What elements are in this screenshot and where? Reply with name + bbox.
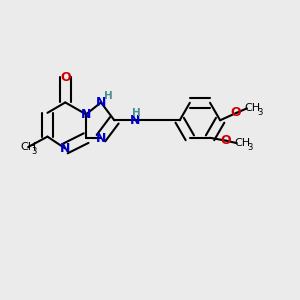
Text: N: N (81, 108, 91, 121)
Text: N: N (96, 132, 106, 145)
Text: H: H (104, 91, 113, 101)
Text: O: O (60, 71, 70, 84)
Text: 3: 3 (247, 143, 252, 152)
Text: N: N (130, 114, 140, 127)
Text: H: H (132, 108, 141, 118)
Text: 3: 3 (257, 108, 262, 117)
Text: O: O (220, 134, 231, 147)
Text: N: N (60, 142, 70, 155)
Text: 3: 3 (32, 147, 37, 156)
Text: CH: CH (20, 142, 36, 152)
Text: O: O (231, 106, 241, 119)
Text: CH: CH (235, 138, 251, 148)
Text: CH: CH (245, 103, 261, 113)
Text: N: N (96, 96, 106, 109)
